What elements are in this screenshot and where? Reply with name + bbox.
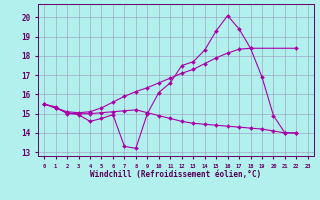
X-axis label: Windchill (Refroidissement éolien,°C): Windchill (Refroidissement éolien,°C) (91, 170, 261, 179)
